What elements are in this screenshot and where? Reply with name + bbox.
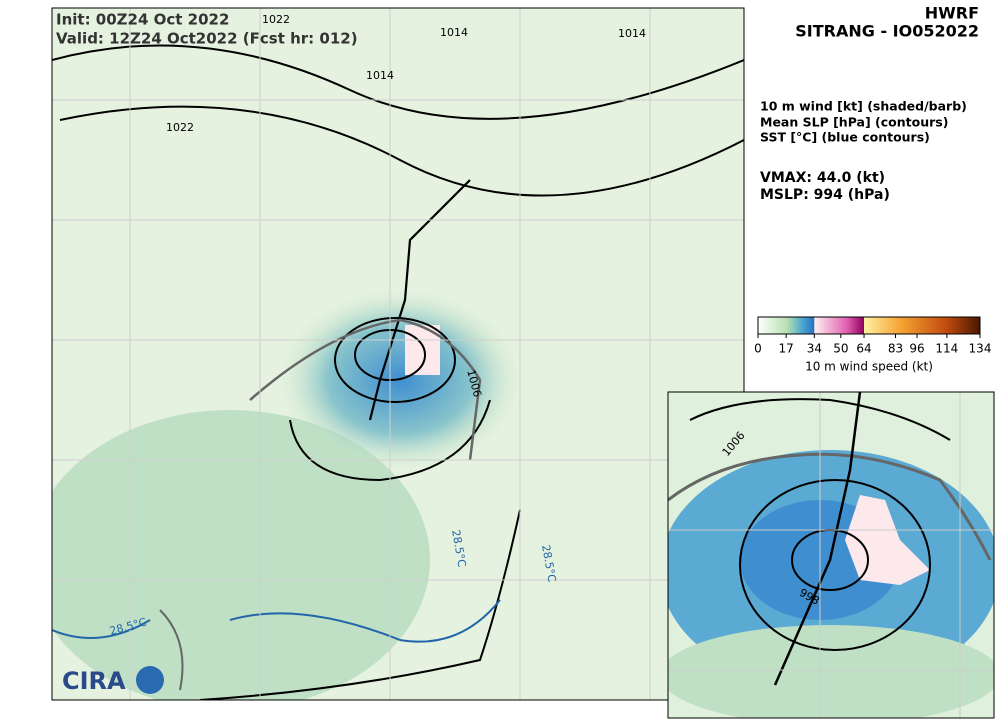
contour-label: 28.5°C: [449, 529, 468, 569]
legend-line: Mean SLP [hPa] (contours): [760, 115, 948, 130]
storm: SITRANG - IO052022: [795, 22, 979, 41]
colorbar-tick-label: 96: [909, 342, 924, 356]
colorbar-label: 10 m wind speed (kt): [805, 360, 933, 374]
contour-label: 1014: [366, 69, 394, 82]
map-frame: [51, 7, 745, 701]
logo-icon: [136, 666, 164, 694]
vmax: VMAX: 44.0 (kt): [760, 170, 885, 186]
colorbar-tick-label: 114: [935, 342, 958, 356]
model: HWRF: [925, 4, 979, 23]
colorbar-tick-label: 64: [856, 342, 871, 356]
main-map: [52, 8, 744, 700]
valid: Valid: 12Z24 Oct2022 (Fcst hr: 012): [56, 30, 358, 48]
colorbar-tick-label: 0: [754, 342, 762, 356]
colorbar-tick-label: 134: [969, 342, 992, 356]
colorbar-tick-label: 17: [779, 342, 794, 356]
mslp: MSLP: 994 (hPa): [760, 187, 890, 203]
logo: CIRA: [62, 667, 126, 695]
init: Init: 00Z24 Oct 2022: [56, 11, 229, 29]
colorbar-tick-label: 50: [833, 342, 848, 356]
colorbar-tick-label: 83: [888, 342, 903, 356]
contour-label: 1022: [262, 13, 290, 26]
inset-map: [668, 392, 994, 718]
contour-label: 1014: [618, 27, 646, 40]
colorbar-tick-label: 34: [807, 342, 822, 356]
contour-label: 1014: [440, 26, 468, 39]
contour-label: 28.5°C: [539, 544, 558, 584]
legend-line: SST [°C] (blue contours): [760, 130, 930, 145]
inset-frame: [667, 391, 995, 719]
colorbar: [757, 316, 981, 335]
legend-line: 10 m wind [kt] (shaded/barb): [760, 99, 967, 114]
contour-label: 1022: [166, 121, 194, 134]
